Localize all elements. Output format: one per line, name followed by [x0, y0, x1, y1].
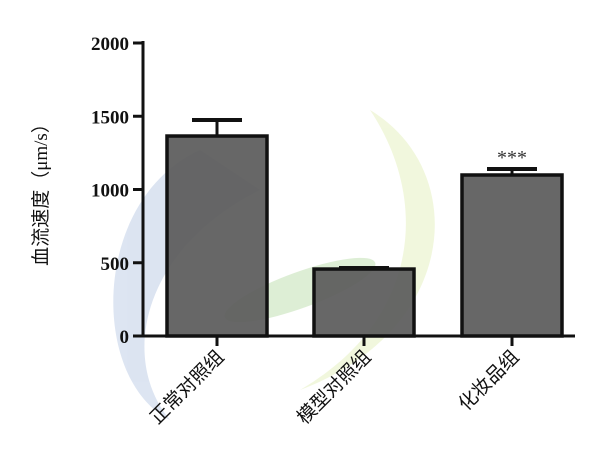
significance-marker: *** — [497, 147, 527, 169]
y-tick-label: 500 — [101, 254, 130, 275]
watermark — [113, 110, 435, 420]
bar-2 — [312, 267, 416, 338]
bar-1 — [165, 134, 269, 338]
y-tick-label: 1500 — [91, 107, 129, 128]
x-tick-label: 化妆品组 — [454, 346, 523, 415]
y-tick-label: 2000 — [91, 34, 129, 55]
y-tick-label: 1000 — [91, 181, 129, 202]
y-tick-label: 0 — [120, 327, 130, 348]
bar-3 — [460, 173, 564, 338]
x-tick-label: 正常对照组 — [146, 346, 229, 429]
y-axis-label: 血流速度（μm/s） — [30, 114, 52, 266]
